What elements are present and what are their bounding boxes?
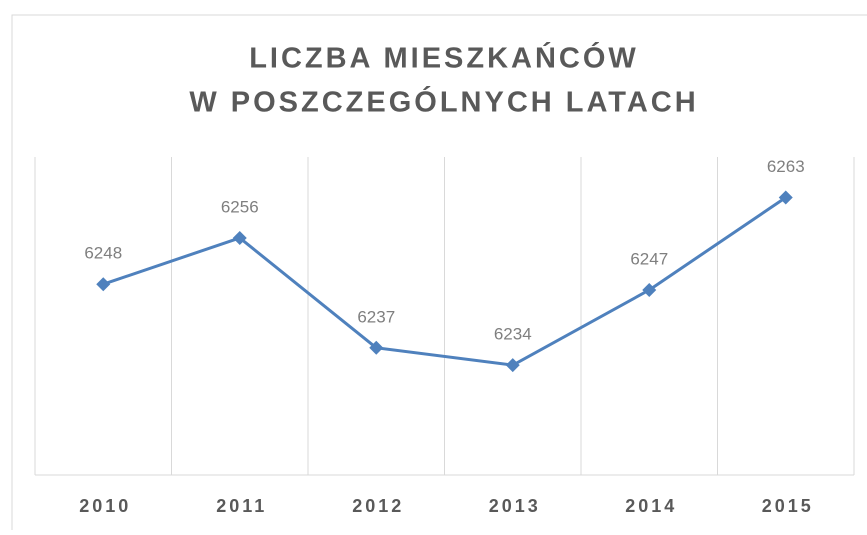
data-point bbox=[505, 358, 520, 373]
series-line bbox=[102, 196, 787, 367]
x-tick-label: 2013 bbox=[489, 496, 541, 516]
data-label: 6237 bbox=[357, 307, 395, 326]
chart-title: LICZBA MIESZKAŃCÓW bbox=[249, 41, 639, 75]
chart-border bbox=[11, 14, 867, 535]
data-label: 6263 bbox=[767, 157, 805, 176]
data-label: 6248 bbox=[84, 244, 122, 263]
x-tick-label: 2014 bbox=[625, 496, 677, 516]
x-tick-label: 2010 bbox=[79, 496, 131, 516]
data-point bbox=[778, 190, 793, 205]
x-tick-label: 2015 bbox=[762, 496, 814, 516]
x-tick-label: 2012 bbox=[352, 496, 404, 516]
data-point bbox=[369, 340, 384, 355]
data-point bbox=[642, 282, 657, 297]
data-label: 6256 bbox=[221, 197, 259, 216]
data-point bbox=[232, 230, 247, 245]
data-label: 6234 bbox=[494, 325, 532, 344]
data-point bbox=[96, 277, 111, 292]
x-tick-label: 2011 bbox=[216, 496, 267, 516]
data-label: 6247 bbox=[630, 249, 668, 268]
chart-title: W POSZCZEGÓLNYCH LATACH bbox=[189, 85, 698, 119]
